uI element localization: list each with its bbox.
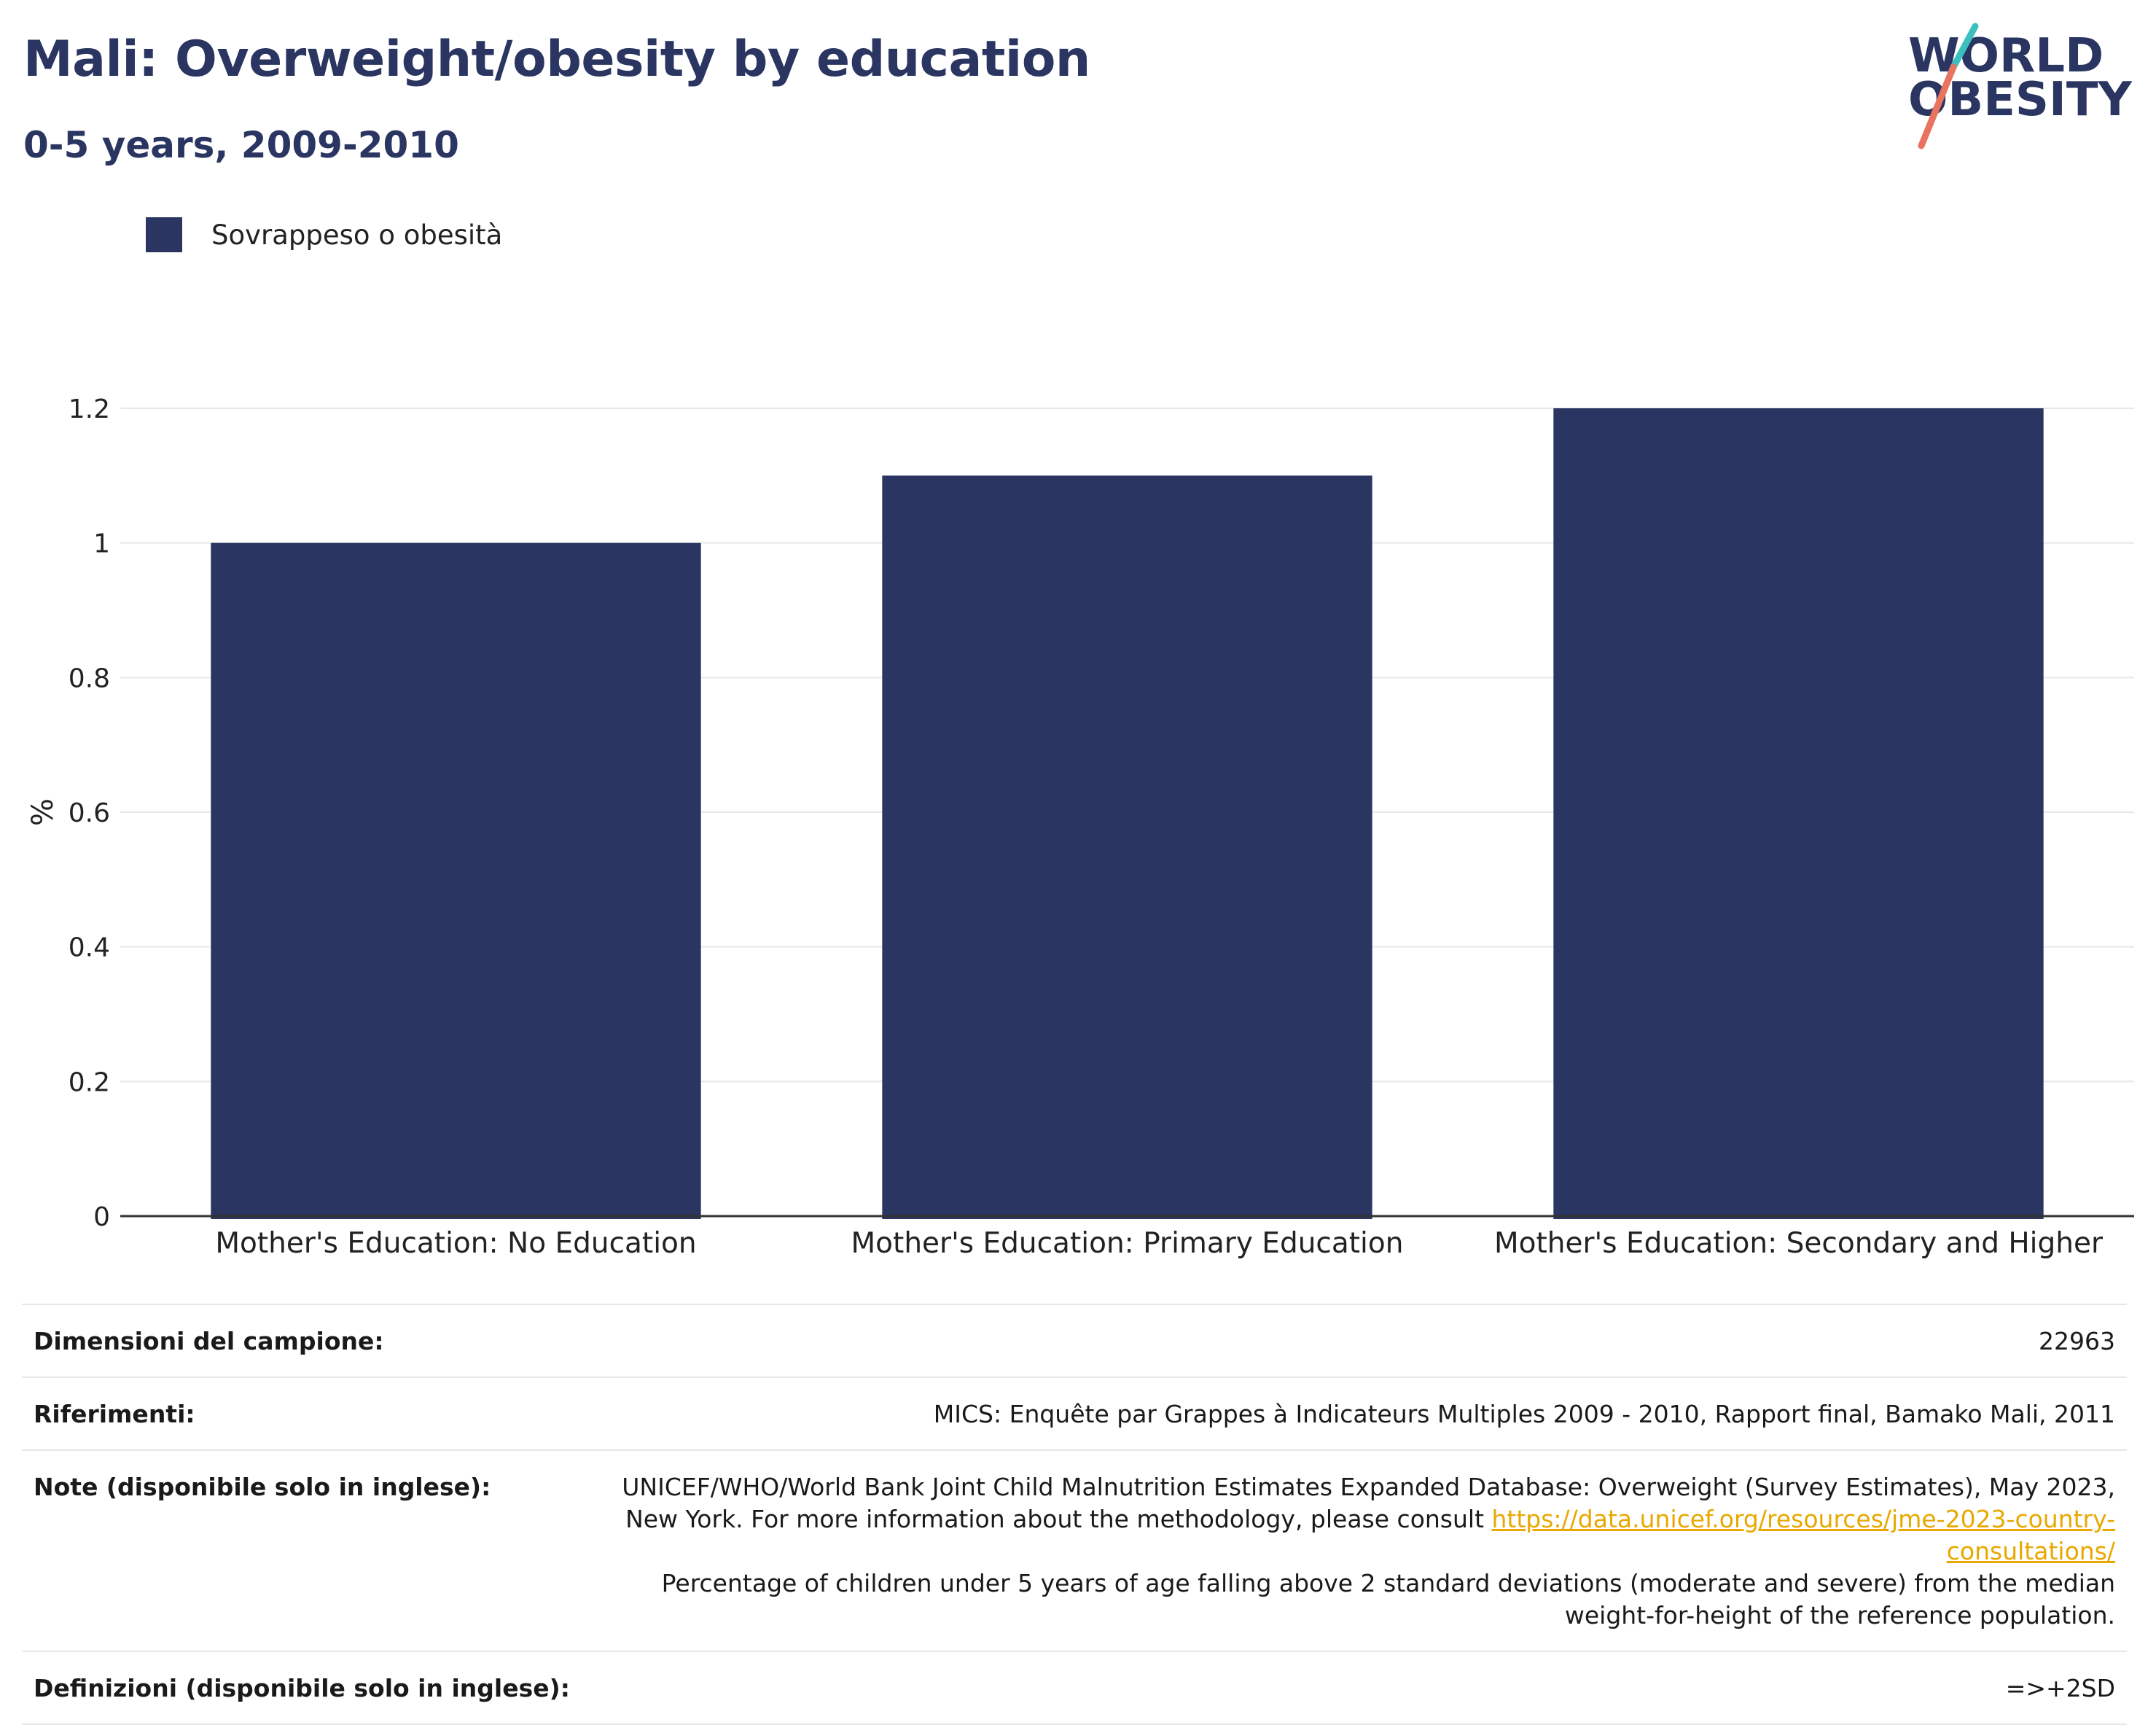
x-tick-label: Mother's Education: No Education: [215, 1227, 696, 1260]
definitions-label: Definizioni (disponibile solo in inglese…: [34, 1674, 570, 1702]
y-tick-label: 0: [93, 1202, 110, 1232]
definitions-value: =>+2SD: [2005, 1674, 2115, 1702]
bar-chart: 0 0.2 0.4 0.6 0.8 1 1.2 Mother's Education: No …: [26, 394, 2134, 1260]
notes-value: UNICEF/WHO/World Bank Joint Child Malnut…: [621, 1471, 2115, 1632]
notes-label: Note (disponibile solo in inglese):: [34, 1473, 491, 1501]
legend-label: Sovrappeso o obesità: [211, 219, 503, 251]
y-tick-label: 0.6: [69, 798, 110, 828]
page-title: Mali: Overweight/obesity by education: [23, 31, 1090, 88]
notes-text: UNICEF/WHO/World Bank Joint Child Malnut…: [622, 1473, 2115, 1533]
bar: [882, 475, 1372, 1219]
legend-swatch: [146, 217, 182, 252]
y-tick-label: 0.2: [69, 1067, 110, 1097]
sample-size-value: 22963: [2039, 1327, 2115, 1355]
sample-size-label: Dimensioni del campione:: [34, 1327, 384, 1355]
logo-line1: WORLD: [1908, 29, 2104, 83]
y-tick-label: 1: [93, 529, 110, 559]
y-tick-label: 0.4: [69, 933, 110, 963]
page-subtitle: 0-5 years, 2009-2010: [23, 124, 459, 166]
chart-legend: Sovrappeso o obesità: [146, 217, 502, 252]
notes-row: Note (disponibile solo in inglese): UNIC…: [22, 1449, 2127, 1651]
references-label: Riferimenti:: [34, 1400, 195, 1428]
notes-text-2: Percentage of children under 5 years of …: [661, 1569, 2115, 1629]
bar: [211, 542, 701, 1219]
bar: [1553, 408, 2044, 1219]
y-tick-label: 0.8: [69, 663, 110, 693]
y-axis-title: %: [26, 798, 60, 826]
x-tick-label: Mother's Education: Primary Education: [851, 1227, 1404, 1260]
sample-size-row: Dimensioni del campione: 22963: [22, 1304, 2127, 1377]
definitions-row: Definizioni (disponibile solo in inglese…: [22, 1651, 2127, 1725]
y-tick-label: 1.2: [69, 394, 110, 424]
references-row: Riferimenti: MICS: Enquête par Grappes à…: [22, 1377, 2127, 1449]
metadata-table: Dimensioni del campione: 22963 Riferimen…: [22, 1304, 2127, 1725]
x-tick-label: Mother's Education: Secondary and Higher: [1494, 1227, 2104, 1260]
references-value: MICS: Enquête par Grappes à Indicateurs …: [933, 1400, 2115, 1428]
notes-link[interactable]: https://data.unicef.org/resources/jme-20…: [1491, 1505, 2116, 1565]
world-obesity-logo: WORLD OBESITY: [1908, 23, 2132, 149]
